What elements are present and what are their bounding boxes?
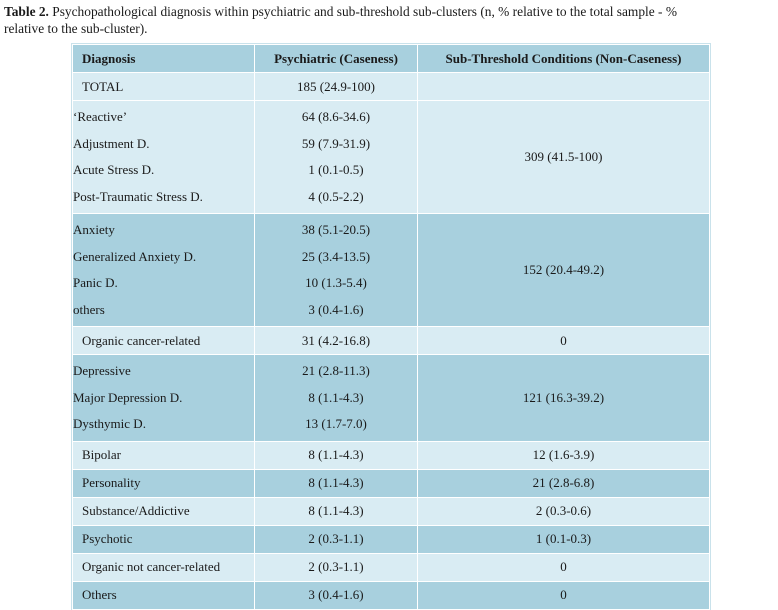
anxiety-label-1: Generalized Anxiety D. — [73, 248, 197, 264]
cell-substance-label: Substance/Addictive — [72, 496, 255, 526]
cell-personality-psychiatric: 8 (1.1-4.3) — [254, 468, 418, 498]
cell-anxiety-labels: Anxiety Generalized Anxiety D. Panic D. … — [72, 213, 255, 327]
depressive-psy-2: 13 (1.7-7.0) — [305, 416, 367, 431]
table-caption: Table 2. Psychopathological diagnosis wi… — [4, 3, 774, 37]
cell-organic-not-cancer-psychiatric: 2 (0.3-1.1) — [254, 552, 418, 582]
cell-total-label: TOTAL — [72, 72, 255, 101]
cell-organic-not-cancer-subthreshold: 0 — [417, 552, 710, 582]
depressive-label-0: Depressive — [73, 363, 131, 378]
cell-personality-subthreshold: 21 (2.8-6.8) — [417, 468, 710, 498]
depressive-psy-0: 21 (2.8-11.3) — [302, 363, 370, 378]
cell-psychotic-subthreshold: 1 (0.1-0.3) — [417, 524, 710, 554]
cell-others-label: Others — [72, 580, 255, 610]
depressive-label-2: Dysthymic D. — [73, 416, 146, 431]
row-organic-not-cancer: Organic not cancer-related 2 (0.3-1.1) 0 — [72, 552, 710, 582]
cell-depressive-labels: Depressive Major Depression D. Dysthymic… — [72, 354, 255, 442]
cell-total-subthreshold — [417, 72, 710, 101]
cell-psychotic-label: Psychotic — [72, 524, 255, 554]
caption-text-1: Psychopathological diagnosis within psyc… — [48, 4, 678, 19]
cell-depressive-subthreshold: 121 (16.3-39.2) — [417, 354, 710, 442]
row-organic-cancer: Organic cancer-related 31 (4.2-16.8) 0 — [72, 326, 710, 355]
table-header-row: Diagnosis Psychiatric (Caseness) Sub-Thr… — [72, 44, 710, 73]
cell-bipolar-subthreshold: 12 (1.6-3.9) — [417, 440, 710, 470]
depressive-label-1: Major Depression D. — [73, 389, 183, 405]
cell-reactive-psychiatric: 64 (8.6-34.6) 59 (7.9-31.9) 1 (0.1-0.5) … — [254, 100, 418, 214]
cell-organic-cancer-psychiatric: 31 (4.2-16.8) — [254, 326, 418, 355]
row-depressive-group: Depressive Major Depression D. Dysthymic… — [72, 354, 710, 442]
caption-text-2: relative to the sub-cluster). — [4, 21, 148, 36]
row-personality: Personality 8 (1.1-4.3) 21 (2.8-6.8) — [72, 468, 710, 498]
cell-personality-label: Personality — [72, 468, 255, 498]
row-reactive-group: ‘Reactive’ Adjustment D. Acute Stress D.… — [72, 100, 710, 214]
reactive-psy-3: 4 (0.5-2.2) — [308, 188, 364, 204]
diagnosis-table: Diagnosis Psychiatric (Caseness) Sub-Thr… — [71, 43, 711, 610]
cell-organic-cancer-label: Organic cancer-related — [72, 326, 255, 355]
cell-bipolar-psychiatric: 8 (1.1-4.3) — [254, 440, 418, 470]
anxiety-label-3: others — [73, 301, 105, 317]
cell-anxiety-subthreshold: 152 (20.4-49.2) — [417, 213, 710, 327]
reactive-psy-0: 64 (8.6-34.6) — [301, 109, 371, 124]
anxiety-psy-0: 38 (5.1-20.5) — [301, 222, 371, 237]
cell-depressive-psychiatric: 21 (2.8-11.3) 8 (1.1-4.3) 13 (1.7-7.0) — [254, 354, 418, 442]
cell-reactive-subthreshold: 309 (41.5-100) — [417, 100, 710, 214]
reactive-psy-2: 1 (0.1-0.5) — [308, 162, 364, 177]
row-anxiety-group: Anxiety Generalized Anxiety D. Panic D. … — [72, 213, 710, 327]
cell-anxiety-psychiatric: 38 (5.1-20.5) 25 (3.4-13.5) 10 (1.3-5.4)… — [254, 213, 418, 327]
row-substance: Substance/Addictive 8 (1.1-4.3) 2 (0.3-0… — [72, 496, 710, 526]
row-psychotic: Psychotic 2 (0.3-1.1) 1 (0.1-0.3) — [72, 524, 710, 554]
anxiety-psy-2: 10 (1.3-5.4) — [305, 275, 367, 290]
cell-total-psychiatric: 185 (24.9-100) — [254, 72, 418, 101]
reactive-label-2: Acute Stress D. — [73, 162, 155, 177]
reactive-label-0: ‘Reactive’ — [73, 109, 128, 124]
cell-reactive-labels: ‘Reactive’ Adjustment D. Acute Stress D.… — [72, 100, 255, 214]
cell-psychotic-psychiatric: 2 (0.3-1.1) — [254, 524, 418, 554]
row-total: TOTAL 185 (24.9-100) — [72, 72, 710, 101]
cell-others-psychiatric: 3 (0.4-1.6) — [254, 580, 418, 610]
cell-substance-subthreshold: 2 (0.3-0.6) — [417, 496, 710, 526]
header-diagnosis: Diagnosis — [72, 44, 255, 73]
caption-label: Table 2. — [4, 4, 49, 19]
header-subthreshold: Sub-Threshold Conditions (Non-Caseness) — [417, 44, 710, 73]
cell-bipolar-label: Bipolar — [72, 440, 255, 470]
anxiety-label-0: Anxiety — [73, 222, 115, 237]
cell-organic-not-cancer-label: Organic not cancer-related — [72, 552, 255, 582]
anxiety-label-2: Panic D. — [73, 275, 118, 290]
cell-organic-cancer-subthreshold: 0 — [417, 326, 710, 355]
reactive-label-3: Post-Traumatic Stress D. — [73, 188, 203, 204]
reactive-psy-1: 59 (7.9-31.9) — [301, 135, 371, 151]
cell-substance-psychiatric: 8 (1.1-4.3) — [254, 496, 418, 526]
row-bipolar: Bipolar 8 (1.1-4.3) 12 (1.6-3.9) — [72, 440, 710, 470]
anxiety-psy-1: 25 (3.4-13.5) — [301, 248, 371, 264]
caption-line-1: Table 2. Psychopathological diagnosis wi… — [4, 3, 774, 20]
depressive-psy-1: 8 (1.1-4.3) — [308, 389, 364, 405]
reactive-label-1: Adjustment D. — [73, 135, 150, 151]
anxiety-psy-3: 3 (0.4-1.6) — [308, 301, 364, 317]
header-psychiatric: Psychiatric (Caseness) — [254, 44, 418, 73]
cell-others-subthreshold: 0 — [417, 580, 710, 610]
row-others: Others 3 (0.4-1.6) 0 — [72, 580, 710, 610]
